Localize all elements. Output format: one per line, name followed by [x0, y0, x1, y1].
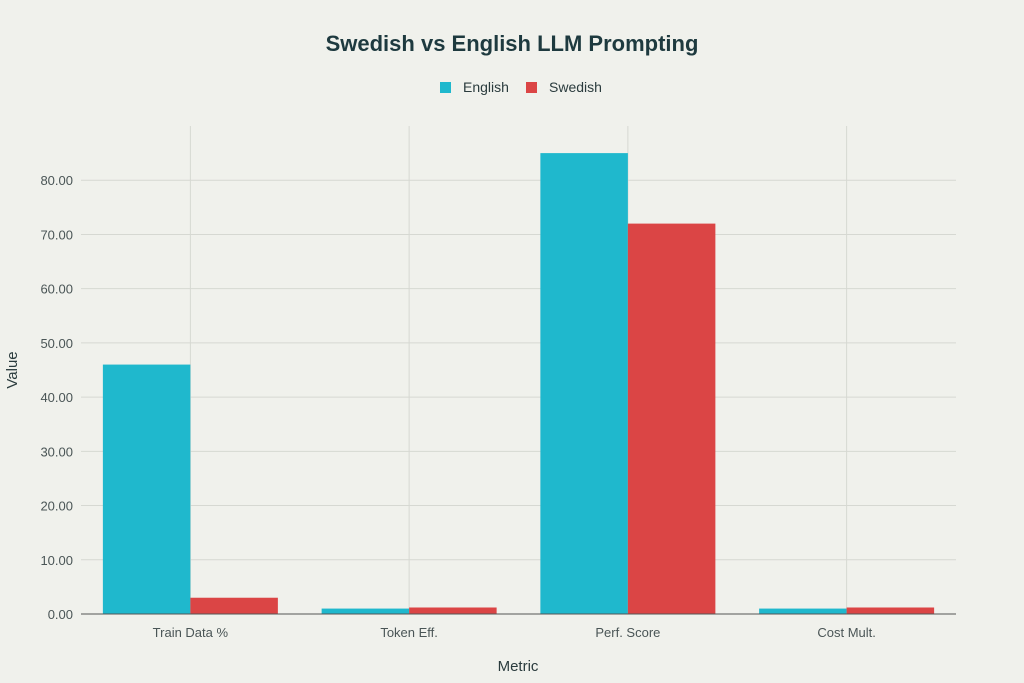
bars — [102, 153, 935, 614]
bar-english-4[interactable] — [759, 608, 847, 614]
vertical-gridlines — [189, 126, 848, 614]
y-tick-label: 60.00 — [40, 282, 73, 297]
bar-swedish-3[interactable] — [627, 223, 716, 614]
bar-swedish-2[interactable] — [409, 607, 497, 614]
y-axis-title: Value — [4, 351, 21, 388]
y-tick-label: 0.00 — [48, 607, 73, 622]
legend-label-english[interactable]: English — [463, 79, 509, 95]
bar-english-2[interactable] — [321, 608, 410, 614]
x-tick-label: Train Data % — [153, 625, 229, 640]
chart-title: Swedish vs English LLM Prompting — [326, 31, 699, 56]
y-tick-labels: 0.00 10.00 20.00 30.00 40.00 50.00 60.00 70.00 8… — [40, 173, 73, 622]
x-tick-labels: Train Data % Token Eff. Perf. Score Cost Mu… — [153, 625, 876, 640]
y-tick-label: 80.00 — [40, 173, 73, 188]
horizontal-gridlines — [81, 179, 956, 561]
legend-label-swedish[interactable]: Swedish — [549, 79, 602, 95]
y-tick-label: 30.00 — [40, 444, 73, 459]
bar-swedish-1[interactable] — [190, 597, 278, 614]
x-tick-label: Cost Mult. — [817, 625, 876, 640]
bar-swedish-4[interactable] — [846, 607, 935, 614]
legend-swatch-swedish — [526, 82, 537, 93]
legend: English Swedish — [440, 79, 602, 95]
x-tick-label: Perf. Score — [595, 625, 660, 640]
legend-swatch-english — [440, 82, 451, 93]
x-axis-title: Metric — [498, 658, 539, 675]
y-tick-label: 20.00 — [40, 499, 73, 514]
x-tick-label: Token Eff. — [380, 625, 438, 640]
bar-english-1[interactable] — [102, 364, 191, 614]
y-tick-label: 70.00 — [40, 227, 73, 242]
bar-english-3[interactable] — [540, 153, 628, 614]
y-tick-label: 50.00 — [40, 336, 73, 351]
y-tick-label: 40.00 — [40, 390, 73, 405]
y-tick-label: 10.00 — [40, 553, 73, 568]
